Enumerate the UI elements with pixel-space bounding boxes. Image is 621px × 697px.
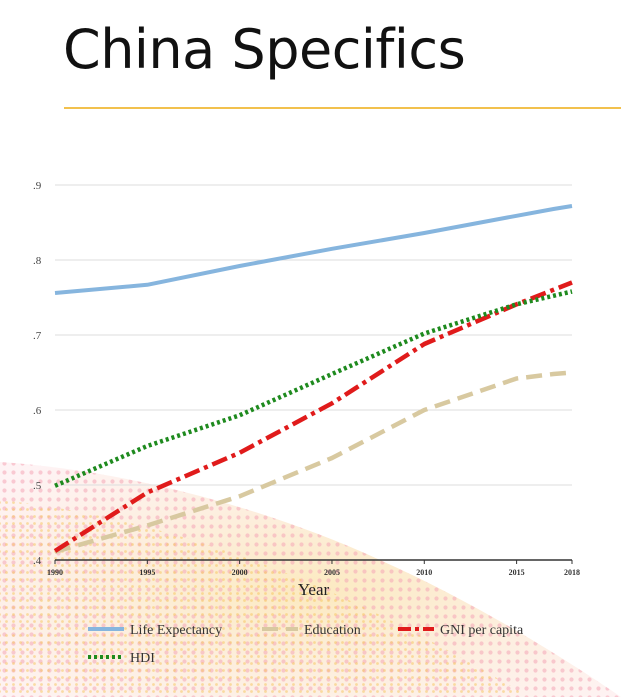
series-line-life-expectancy xyxy=(54,204,573,295)
series-line-gni-per-capita xyxy=(53,280,573,553)
x-tick-label: 2000 xyxy=(232,568,248,577)
legend-label: Life Expectancy xyxy=(130,623,222,638)
y-tick-label: .6 xyxy=(33,405,42,417)
x-tick-label: 2018 xyxy=(564,568,580,577)
legend-label: Education xyxy=(304,623,361,638)
y-tick-label: .4 xyxy=(33,555,42,567)
title-underline xyxy=(64,107,621,109)
x-tick-label: 2005 xyxy=(324,568,340,577)
slide-title: China Specifics xyxy=(63,18,466,81)
y-tick-label: .5 xyxy=(33,480,42,492)
x-tick-label: 1995 xyxy=(139,568,155,577)
legend-label: HDI xyxy=(130,651,155,666)
x-tick-label: 2010 xyxy=(416,568,432,577)
x-tick-label: 1990 xyxy=(47,568,63,577)
series-line-hdi xyxy=(54,289,573,488)
y-tick-label: .8 xyxy=(33,255,42,267)
x-axis-title: Year xyxy=(298,580,330,599)
series-lines xyxy=(53,204,573,554)
y-tick-label: .7 xyxy=(33,330,42,342)
y-tick-label: .9 xyxy=(33,180,42,192)
x-tick-label: 2015 xyxy=(509,568,525,577)
legend: Life Expectancy Education GNI per capita HD… xyxy=(88,623,524,666)
legend-label: GNI per capita xyxy=(440,623,524,638)
series-line-education xyxy=(54,370,573,554)
axes: .4 .5 .6 .7 .8 .9 1990 1995 2000 2005 2010 2015 2018… xyxy=(33,180,580,599)
grid xyxy=(55,184,572,561)
